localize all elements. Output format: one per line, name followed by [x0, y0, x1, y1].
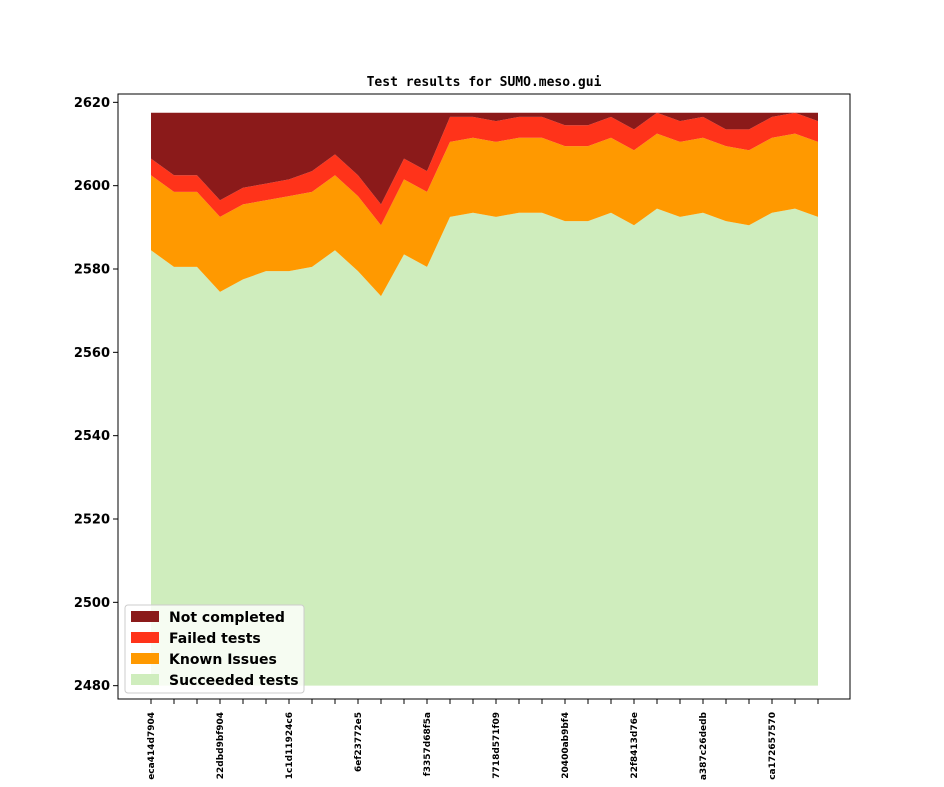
legend-label: Not completed: [169, 610, 285, 626]
x-tick-label: 7718d571f09: [492, 712, 502, 779]
y-tick-label: 2500: [74, 596, 110, 611]
x-tick-label: 6ef23772e5: [354, 712, 364, 772]
legend-label: Succeeded tests: [169, 673, 299, 689]
y-tick-label: 2580: [74, 263, 110, 278]
legend: Not completed Failed tests Known Issues Suc…: [124, 604, 305, 694]
x-tick-label: eca414d7904: [147, 712, 157, 780]
plot-frame: [117, 93, 851, 700]
y-tick-label: 2540: [74, 429, 110, 444]
legend-swatch: [131, 611, 159, 622]
y-tick-label: 2480: [74, 679, 110, 694]
y-tick-label: 2520: [74, 513, 110, 528]
legend-label: Known Issues: [169, 652, 277, 668]
x-tick-label: 1c1d11924c6: [285, 712, 295, 779]
x-axis: eca414d7904 22dbd9bf904 1c1d11924c6 6ef2377…: [147, 699, 819, 780]
y-axis: 2480 2500 2520 2540 2560 2580 2600 2620: [74, 96, 118, 694]
area-failed-tests: [151, 112, 818, 226]
y-tick-label: 2620: [74, 96, 110, 111]
legend-swatch: [131, 632, 159, 643]
x-tick-label: 22f8413d76e: [630, 712, 640, 779]
chart-title: Test results for SUMO.meso.gui: [367, 75, 602, 90]
area-known-issues: [151, 133, 818, 297]
area-not-completed: [151, 112, 818, 205]
legend-box: [124, 604, 305, 694]
legend-swatch: [131, 674, 159, 685]
x-tick-label: a387c26dedb: [699, 711, 709, 780]
y-tick-label: 2600: [74, 179, 110, 194]
x-tick-label: ca172657570: [768, 712, 778, 780]
x-tick-label: 22dbd9bf904: [216, 712, 226, 779]
area-succeeded-tests: [151, 208, 818, 686]
legend-label: Failed tests: [169, 631, 261, 647]
y-tick-label: 2560: [74, 346, 110, 361]
x-tick-label: 20400ab9bf4: [561, 712, 571, 779]
x-tick-label: f3357d68f5a: [423, 712, 433, 776]
stacked-area-group: [151, 112, 818, 686]
legend-swatch: [131, 653, 159, 664]
